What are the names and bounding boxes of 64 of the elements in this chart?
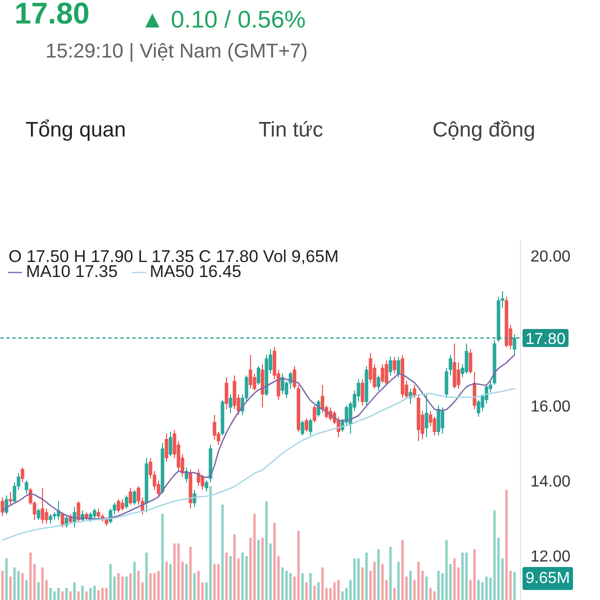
candlestick (124, 495, 128, 510)
candlestick (164, 433, 168, 462)
ref-line-label: 17.80 (526, 331, 566, 348)
candlestick (300, 420, 304, 436)
y-tick-label: 14.00 (530, 474, 571, 490)
candlestick (280, 373, 284, 395)
candlestick (92, 508, 96, 518)
candlestick (304, 418, 308, 432)
text: 15:29:10 | Việt Nam (GMT+7) (46, 40, 308, 62)
candlestick (196, 468, 200, 487)
candlestick (392, 356, 396, 374)
text: Tổng quan (26, 118, 126, 142)
candlestick (48, 514, 52, 524)
candlestick (20, 466, 24, 483)
candlestick (36, 508, 40, 520)
candlestick (468, 348, 472, 374)
candlestick (396, 356, 400, 378)
candlestick (56, 500, 60, 520)
candlestick (512, 334, 516, 356)
candlestick (168, 431, 172, 457)
candlestick (464, 343, 468, 374)
candlestick (316, 399, 320, 418)
candlestick (72, 506, 76, 528)
candlestick (4, 495, 8, 515)
candlestick (312, 405, 316, 423)
candlestick (412, 384, 416, 398)
candlestick (128, 488, 132, 506)
text: Tin tức (258, 118, 324, 142)
candlestick (228, 394, 232, 414)
candlestick (308, 418, 312, 436)
candlestick (248, 354, 252, 390)
chart-title: 17.80 (14, 0, 90, 30)
candlestick (436, 405, 440, 436)
candlestick (456, 362, 460, 390)
candlestick (76, 500, 80, 522)
candlestick (384, 360, 388, 386)
candlestick (8, 491, 12, 506)
candlestick (60, 512, 64, 528)
candlestick (44, 508, 48, 524)
candlestick (0, 496, 4, 517)
candlestick (376, 375, 380, 391)
candlestick (256, 366, 260, 386)
chart-subtitle: ▲ 0.10 / 0.56% (140, 6, 306, 34)
text: 9.65M (526, 570, 570, 587)
candlestick (440, 406, 444, 434)
y-tick-label: 20.00 (530, 248, 571, 266)
candlestick (424, 394, 428, 438)
candlestick (120, 498, 124, 511)
candlestick (380, 364, 384, 384)
text: Cộng đồng (432, 118, 536, 142)
candlestick (24, 480, 28, 494)
candlestick (192, 489, 196, 508)
candlestick (360, 378, 364, 406)
y-tick-label: 16.00 (530, 398, 571, 416)
candlestick (388, 356, 392, 376)
candlestick (204, 480, 208, 492)
candlestick (132, 489, 136, 506)
candlestick (96, 508, 100, 518)
candlestick (224, 376, 228, 410)
candlestick (116, 498, 120, 513)
candlestick (184, 466, 188, 483)
y-tick-label: 12.00 (530, 548, 571, 566)
candlestick (472, 371, 476, 410)
candlestick (40, 488, 44, 524)
